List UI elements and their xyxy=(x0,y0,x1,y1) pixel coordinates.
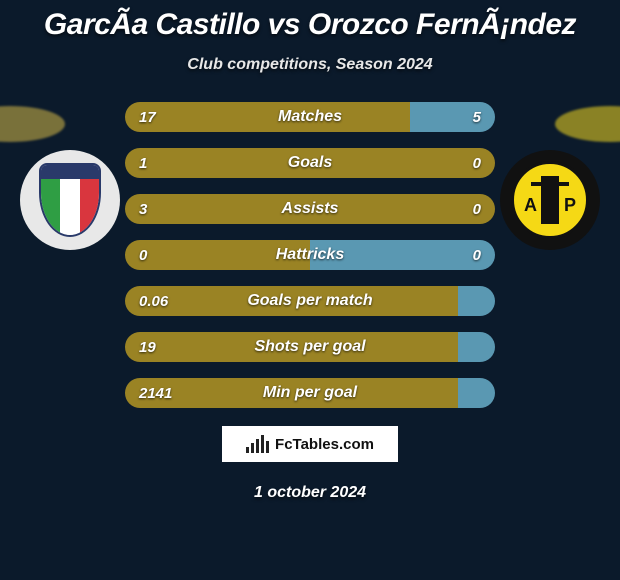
club-badge-right: A P xyxy=(500,150,600,250)
footer-date: 1 october 2024 xyxy=(0,484,620,502)
page-title: GarcÃ­a Castillo vs Orozco FernÃ¡ndez xyxy=(0,0,620,42)
stat-label: Min per goal xyxy=(125,378,495,408)
crest-stripe xyxy=(60,179,79,235)
stat-row: Hattricks0 0 xyxy=(125,240,495,270)
stat-row: Goals1 0 xyxy=(125,148,495,178)
stat-label: Hattricks xyxy=(125,240,495,270)
crest-stripe xyxy=(80,179,99,235)
stat-row: Assists3 0 xyxy=(125,194,495,224)
club-crest-right-icon: A P xyxy=(511,161,589,239)
stat-value-right: 0 xyxy=(473,148,481,178)
comparison-chart: A P Matches175Goals10Assists30Hattricks0… xyxy=(0,102,620,408)
crest-tower-icon xyxy=(541,176,559,224)
player-shadow-left xyxy=(0,106,65,142)
stat-row: Min per goal2141 xyxy=(125,378,495,408)
bar-chart-icon xyxy=(246,435,269,453)
crest-letter: P xyxy=(564,195,576,216)
stat-value-left: 19 xyxy=(139,332,156,362)
stat-row: Shots per goal19 xyxy=(125,332,495,362)
player-shadow-right xyxy=(555,106,620,142)
stat-label: Matches xyxy=(125,102,495,132)
stat-label: Goals xyxy=(125,148,495,178)
club-badge-left xyxy=(20,150,120,250)
club-crest-left-icon xyxy=(39,163,101,237)
stat-value-left: 1 xyxy=(139,148,147,178)
stat-row: Matches17 5 xyxy=(125,102,495,132)
stat-value-left: 3 xyxy=(139,194,147,224)
page-subtitle: Club competitions, Season 2024 xyxy=(0,56,620,74)
stat-label: Shots per goal xyxy=(125,332,495,362)
stat-value-left: 0.06 xyxy=(139,286,168,316)
stat-value-right: 0 xyxy=(473,194,481,224)
stat-value-left: 0 xyxy=(139,240,147,270)
stat-label: Assists xyxy=(125,194,495,224)
stat-value-left: 2141 xyxy=(139,378,172,408)
crest-stripe xyxy=(41,179,60,235)
stat-row: Goals per match0.06 xyxy=(125,286,495,316)
stat-rows: Matches175Goals10Assists30Hattricks00Goa… xyxy=(125,102,495,408)
footer-brand-text: FcTables.com xyxy=(275,436,374,453)
stat-value-right: 0 xyxy=(473,240,481,270)
stat-label: Goals per match xyxy=(125,286,495,316)
stat-value-right: 5 xyxy=(473,102,481,132)
stat-value-left: 17 xyxy=(139,102,156,132)
crest-letter: A xyxy=(524,195,537,216)
footer-brand-logo: FcTables.com xyxy=(222,426,398,462)
